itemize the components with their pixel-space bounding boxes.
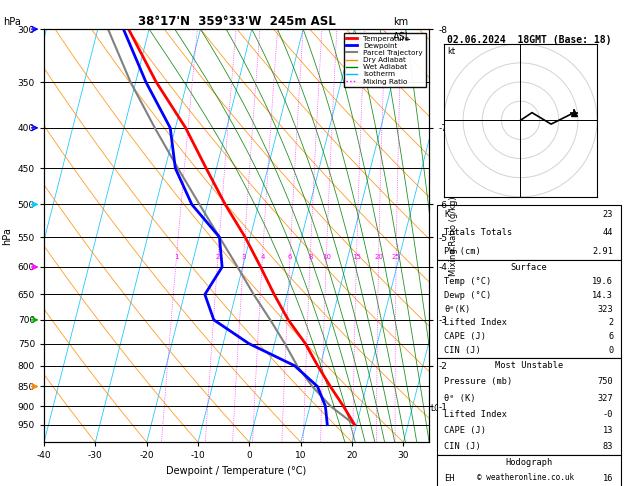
Text: ASL: ASL — [393, 32, 411, 42]
Text: Pressure (mb): Pressure (mb) — [444, 377, 513, 386]
Text: 20: 20 — [374, 254, 383, 260]
Text: Dewp (°C): Dewp (°C) — [444, 291, 491, 300]
Y-axis label: Mixing Ratio (g/kg): Mixing Ratio (g/kg) — [448, 196, 457, 276]
Text: EH: EH — [444, 474, 455, 483]
Text: 0: 0 — [608, 346, 613, 355]
Text: 13: 13 — [603, 426, 613, 435]
Text: 8: 8 — [308, 254, 313, 260]
Text: 15: 15 — [352, 254, 361, 260]
Text: Lifted Index: Lifted Index — [444, 318, 507, 328]
Text: 750: 750 — [598, 377, 613, 386]
Text: 2: 2 — [608, 318, 613, 328]
Text: 19.6: 19.6 — [593, 277, 613, 286]
Text: CAPE (J): CAPE (J) — [444, 332, 486, 341]
Text: 3: 3 — [242, 254, 246, 260]
Text: 02.06.2024  18GMT (Base: 18): 02.06.2024 18GMT (Base: 18) — [447, 35, 611, 45]
Bar — [437, 455, 621, 486]
Text: Hodograph: Hodograph — [505, 458, 552, 467]
Text: 16: 16 — [603, 474, 613, 483]
Text: km: km — [393, 17, 408, 27]
Text: © weatheronline.co.uk: © weatheronline.co.uk — [477, 473, 574, 482]
Text: 10: 10 — [322, 254, 331, 260]
Text: CAPE (J): CAPE (J) — [444, 426, 486, 435]
Text: kt: kt — [447, 47, 455, 56]
Text: θᵉ(K): θᵉ(K) — [444, 305, 470, 313]
Text: θᵉ (K): θᵉ (K) — [444, 394, 476, 402]
Text: -0: -0 — [603, 410, 613, 419]
Text: Surface: Surface — [510, 263, 547, 272]
Text: 14.3: 14.3 — [593, 291, 613, 300]
Text: Temp (°C): Temp (°C) — [444, 277, 491, 286]
Text: 2: 2 — [216, 254, 220, 260]
Text: 327: 327 — [598, 394, 613, 402]
Text: 6: 6 — [288, 254, 292, 260]
Text: PW (cm): PW (cm) — [444, 247, 481, 256]
Y-axis label: hPa: hPa — [2, 227, 12, 244]
Legend: Temperature, Dewpoint, Parcel Trajectory, Dry Adiabat, Wet Adiabat, Isotherm, Mi: Temperature, Dewpoint, Parcel Trajectory… — [343, 33, 425, 87]
Text: hPa: hPa — [3, 17, 21, 27]
Text: Lifted Index: Lifted Index — [444, 410, 507, 419]
Text: Totals Totals: Totals Totals — [444, 228, 513, 237]
X-axis label: Dewpoint / Temperature (°C): Dewpoint / Temperature (°C) — [167, 466, 307, 476]
Bar — [437, 358, 621, 455]
Text: 1: 1 — [174, 254, 179, 260]
Text: 323: 323 — [598, 305, 613, 313]
Text: LCL: LCL — [431, 403, 445, 413]
Text: 6: 6 — [608, 332, 613, 341]
Text: 2.91: 2.91 — [593, 247, 613, 256]
Bar — [437, 205, 621, 260]
Bar — [437, 260, 621, 358]
Text: K: K — [444, 209, 450, 219]
Text: CIN (J): CIN (J) — [444, 442, 481, 451]
Text: 25: 25 — [392, 254, 401, 260]
Title: 38°17'N  359°33'W  245m ASL: 38°17'N 359°33'W 245m ASL — [138, 15, 335, 28]
Text: CIN (J): CIN (J) — [444, 346, 481, 355]
Text: 83: 83 — [603, 442, 613, 451]
Text: 4: 4 — [260, 254, 265, 260]
Text: 44: 44 — [603, 228, 613, 237]
Text: Most Unstable: Most Unstable — [494, 361, 563, 370]
Text: 23: 23 — [603, 209, 613, 219]
